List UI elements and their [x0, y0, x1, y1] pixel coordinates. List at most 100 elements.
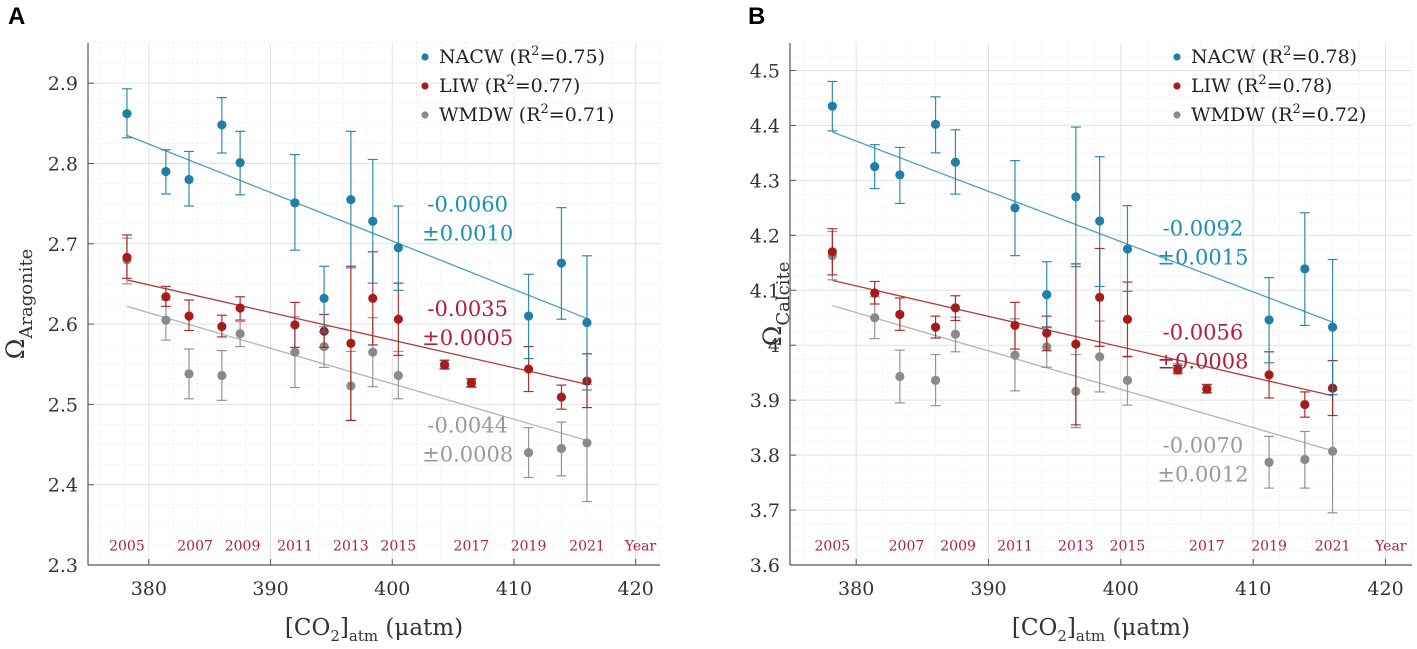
legend-text: NACW (R	[1191, 46, 1284, 68]
x-axis-label-close: ]	[1067, 615, 1076, 641]
fit-line-wmdw	[126, 305, 588, 442]
data-point	[870, 162, 880, 172]
data-point	[184, 311, 194, 321]
data-point	[870, 313, 880, 323]
data-point	[556, 258, 567, 268]
y-tick-label: 2.4	[48, 475, 78, 497]
data-point	[895, 170, 905, 180]
x-tick-label: 410	[496, 578, 532, 600]
data-point	[1264, 370, 1274, 380]
panel-b: B 380 390 400 410 420 3.6 3.7 3.8 3.9 4 4.1 4.2 4.3 4.…	[748, 3, 1413, 645]
data-point	[368, 293, 378, 303]
data-point	[930, 375, 941, 385]
data-point	[217, 370, 227, 381]
series-wmdw	[827, 230, 1338, 514]
legend-text: LIW (R	[1191, 75, 1259, 97]
legend-superscript: 2	[531, 44, 539, 59]
major-grid	[790, 43, 1412, 566]
year-label: 2007	[889, 539, 925, 555]
fit-line-wmdw	[832, 305, 1333, 452]
data-point	[217, 321, 227, 332]
data-point	[827, 101, 837, 111]
data-point	[1071, 192, 1081, 202]
legend-marker-wmdw	[1173, 111, 1181, 119]
legend-entry-nacw: NACW (R2=0.78)	[1191, 44, 1357, 68]
year-label: 2013	[333, 539, 369, 555]
data-point	[950, 157, 961, 167]
series-liw	[121, 234, 592, 422]
slope-error-liw: ±0.0005	[422, 326, 513, 350]
fit-line-liw	[832, 279, 1333, 397]
year-label: 2019	[1251, 539, 1287, 555]
data-point	[1095, 216, 1105, 226]
legend-text: =0.71)	[549, 104, 615, 126]
data-point	[346, 338, 356, 348]
legend-marker-liw	[1173, 82, 1181, 90]
slope-label-nacw: -0.0060	[427, 193, 508, 217]
legend-text: WMDW (R	[439, 104, 541, 126]
data-point	[523, 447, 534, 458]
data-point	[368, 347, 378, 357]
legend-entry-nacw: NACW (R2=0.75)	[439, 44, 605, 68]
y-axis-label: ΩCalcite	[758, 262, 794, 347]
data-point	[1327, 322, 1338, 332]
data-point	[1173, 365, 1183, 375]
legend-superscript: 2	[541, 102, 549, 117]
fit-line-liw	[126, 279, 588, 385]
legend: NACW (R2=0.75)LIW (R2=0.77)WMDW (R2=0.71…	[421, 44, 614, 126]
x-tick-label: 390	[970, 578, 1006, 600]
data-point	[1095, 292, 1105, 303]
legend-superscript: 2	[506, 73, 514, 88]
legend-text: =0.78)	[1291, 46, 1357, 68]
data-point	[1071, 339, 1081, 349]
data-point	[346, 195, 356, 205]
x-axis-label-sub: atm	[349, 627, 378, 645]
x-axis-label: [CO2]atm (μatm)	[285, 615, 463, 645]
x-axis-label-unit: (μatm)	[378, 615, 463, 641]
y-tick-label: 2.7	[48, 234, 78, 256]
year-label: 2013	[1058, 539, 1094, 555]
slope-error-wmdw: ±0.0012	[1157, 462, 1248, 486]
data-point	[1010, 350, 1020, 360]
legend-text: =0.75)	[539, 46, 605, 68]
data-point	[1264, 315, 1274, 325]
slope-label-wmdw: -0.0070	[1163, 433, 1244, 457]
year-label: 2009	[225, 539, 261, 555]
data-point	[122, 109, 132, 119]
data-point	[582, 317, 592, 328]
legend-superscript: 2	[1283, 44, 1291, 59]
year-label: 2005	[109, 539, 145, 555]
year-label: 2015	[1110, 539, 1146, 555]
x-tick-label: 380	[131, 578, 167, 600]
data-point	[235, 329, 245, 339]
data-point	[1042, 328, 1052, 338]
data-point	[523, 364, 534, 374]
year-label: 2019	[511, 539, 547, 555]
x-axis-label-close: ]	[340, 615, 349, 641]
legend-entry-liw: LIW (R2=0.78)	[1191, 73, 1332, 97]
series-nacw	[827, 80, 1338, 396]
y-tick-label: 4.1	[750, 280, 780, 302]
y-axis-label-main: Ω	[758, 326, 787, 347]
x-tick-label: 420	[1367, 578, 1403, 600]
data-point	[393, 243, 403, 253]
x-axis-label-sub: atm	[1076, 627, 1105, 645]
x-tick-label: 420	[618, 578, 654, 600]
year-label: Year	[624, 539, 657, 555]
data-point	[393, 370, 403, 381]
data-point	[161, 315, 171, 325]
y-tick-label: 4.4	[750, 115, 780, 137]
y-tick-label: 2.6	[48, 314, 78, 336]
data-point	[368, 216, 378, 226]
data-point	[870, 288, 880, 298]
x-tick-label: 410	[1235, 578, 1271, 600]
data-point	[1122, 314, 1133, 324]
slope-label-liw: -0.0035	[427, 297, 508, 321]
y-axis-label-sub: Calcite	[773, 262, 794, 326]
data-point	[950, 303, 961, 313]
y-axis-label: ΩAragonite	[1, 249, 37, 360]
legend-superscript: 2	[1293, 102, 1301, 117]
y-tick-label: 3.7	[750, 500, 780, 522]
fit-line-nacw	[126, 134, 588, 320]
